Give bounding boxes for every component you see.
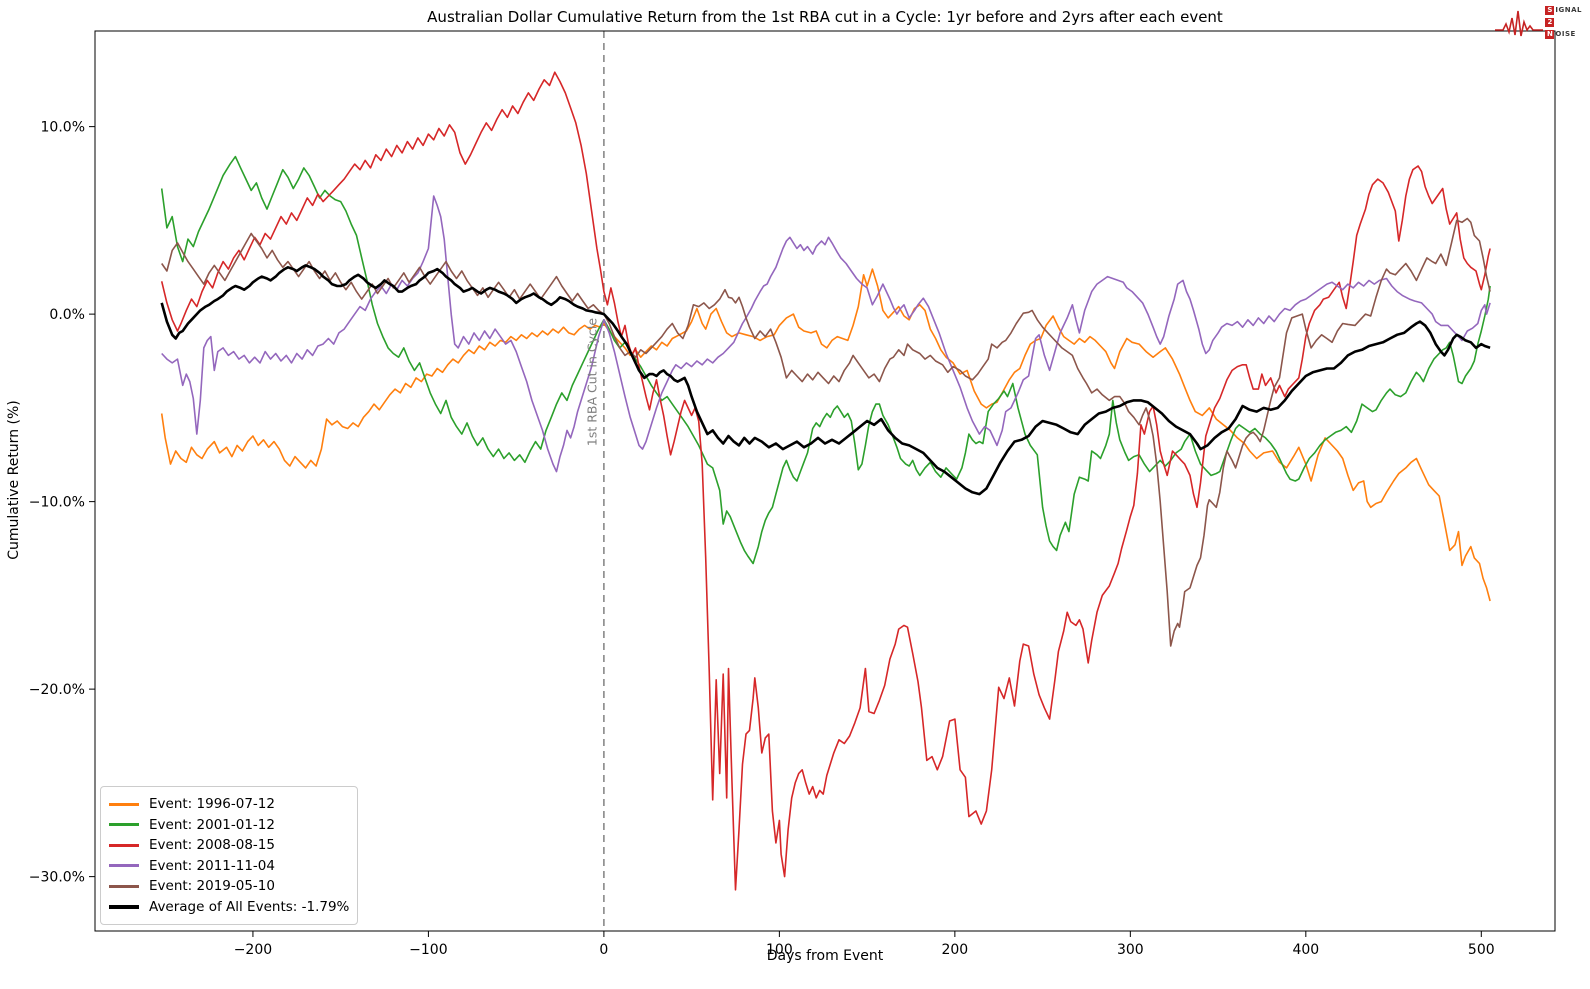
- svg-text:−200: −200: [234, 942, 272, 958]
- legend-item: Event: 2011-11-04: [109, 856, 347, 877]
- svg-text:300: 300: [1117, 942, 1144, 958]
- svg-text:10.0%: 10.0%: [41, 120, 85, 136]
- signal2noise-logo: S IGNAL 2 N OISE: [1495, 4, 1582, 40]
- logo-row-noise: N OISE: [1545, 29, 1576, 39]
- legend-item-label: Event: 2008-08-15: [149, 837, 275, 854]
- legend-line-swatch: [109, 802, 139, 806]
- legend-line-swatch: [109, 843, 139, 847]
- chart-title: Australian Dollar Cumulative Return from…: [427, 8, 1223, 26]
- y-axis-label: Cumulative Return (%): [6, 400, 22, 560]
- event-line-label: 1st RBA Cut in Cycle: [584, 317, 600, 447]
- svg-text:0.0%: 0.0%: [49, 307, 85, 323]
- svg-text:−20.0%: −20.0%: [29, 682, 85, 698]
- logo-text: S IGNAL 2 N OISE: [1545, 4, 1582, 40]
- legend-item: Event: 2001-01-12: [109, 815, 347, 836]
- waveform-icon: [1495, 10, 1544, 37]
- svg-text:200: 200: [941, 942, 968, 958]
- legend-item-label: Average of All Events: -1.79%: [149, 898, 350, 915]
- logo-letter-2: 2: [1545, 17, 1555, 27]
- legend-item-label: Event: 2001-01-12: [149, 816, 275, 833]
- svg-text:−100: −100: [409, 942, 447, 958]
- svg-text:100: 100: [766, 942, 793, 958]
- legend-line-swatch: [109, 904, 139, 909]
- legend-item-label: Event: 2019-05-10: [149, 878, 275, 895]
- legend-item: Event: 2008-08-15: [109, 835, 347, 856]
- svg-text:500: 500: [1468, 942, 1495, 958]
- logo-row-2: 2: [1545, 16, 1555, 28]
- svg-text:0: 0: [599, 942, 608, 958]
- legend-item: Event: 1996-07-12: [109, 794, 347, 815]
- legend-line-swatch: [109, 884, 139, 888]
- logo-letter-n: N: [1545, 29, 1555, 39]
- legend-item: Event: 2019-05-10: [109, 876, 347, 897]
- legend-line-swatch: [109, 864, 139, 868]
- svg-text:−30.0%: −30.0%: [29, 870, 85, 886]
- legend-item-label: Event: 1996-07-12: [149, 796, 275, 813]
- legend-line-swatch: [109, 823, 139, 827]
- svg-text:−10.0%: −10.0%: [29, 495, 85, 511]
- legend-item: Average of All Events: -1.79%: [109, 897, 350, 918]
- legend-item-label: Event: 2011-11-04: [149, 857, 275, 874]
- legend-box: Event: 1996-07-12 Event: 2001-01-12 Even…: [100, 786, 358, 925]
- logo-letter-s: S: [1545, 5, 1555, 15]
- x-axis-label: Days from Event: [766, 948, 884, 964]
- svg-text:400: 400: [1292, 942, 1319, 958]
- logo-row-signal: S IGNAL: [1545, 5, 1582, 15]
